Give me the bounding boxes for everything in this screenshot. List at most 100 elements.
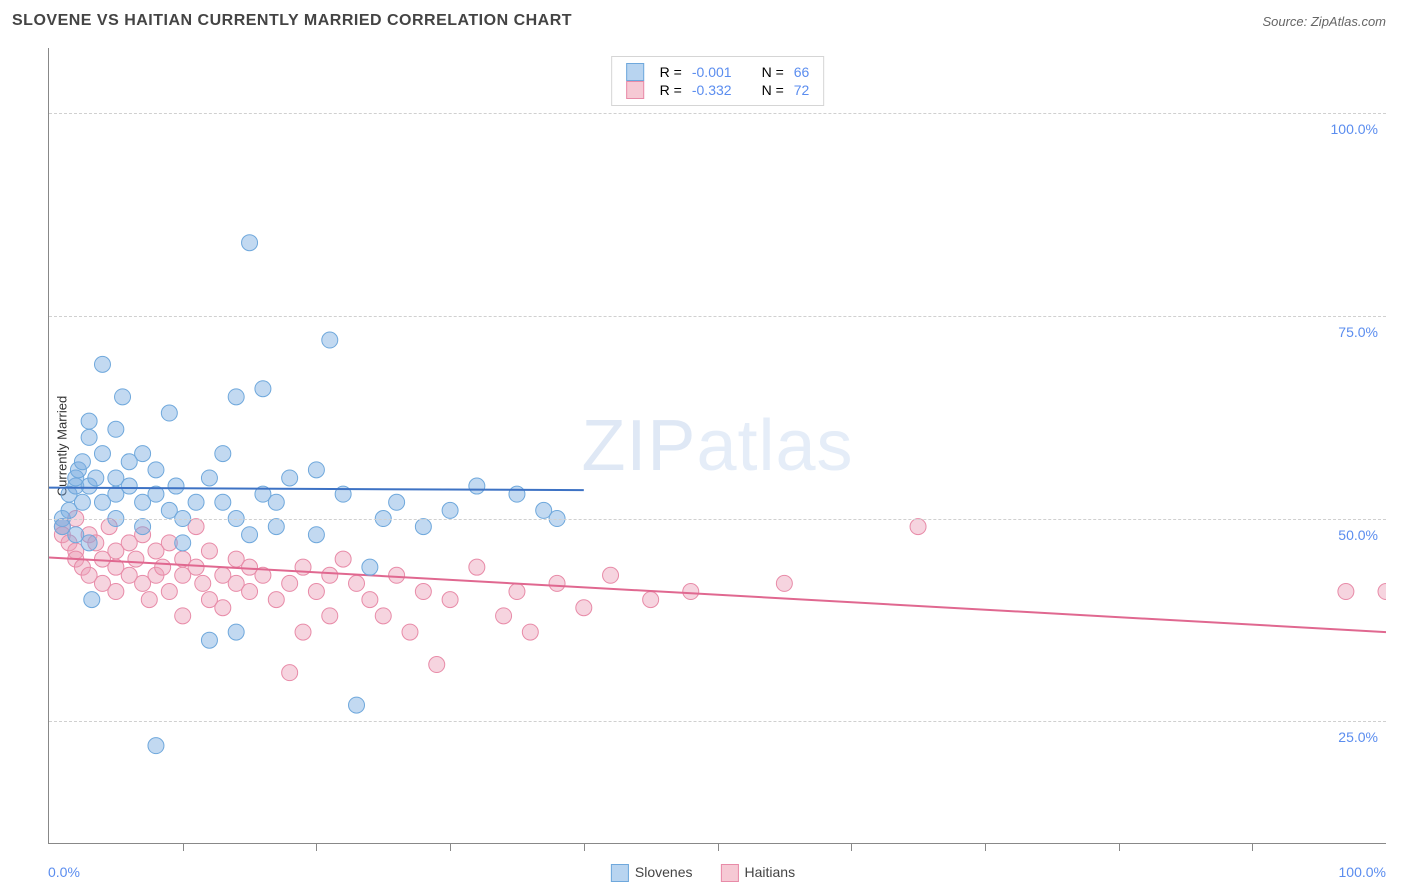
- data-point: [375, 608, 391, 624]
- data-point: [74, 454, 90, 470]
- y-tick-label: 25.0%: [1338, 729, 1378, 745]
- x-tick: [1119, 843, 1120, 851]
- data-point: [322, 567, 338, 583]
- data-point: [175, 535, 191, 551]
- data-point: [148, 738, 164, 754]
- data-point: [469, 559, 485, 575]
- chart-svg: [49, 48, 1386, 843]
- data-point: [215, 600, 231, 616]
- legend-label: Haitians: [745, 864, 796, 880]
- x-tick: [985, 843, 986, 851]
- data-point: [349, 575, 365, 591]
- data-point: [349, 697, 365, 713]
- legend-swatch: [626, 63, 644, 81]
- data-point: [121, 478, 137, 494]
- data-point: [135, 519, 151, 535]
- data-point: [268, 592, 284, 608]
- legend-swatch: [611, 864, 629, 882]
- data-point: [496, 608, 512, 624]
- data-point: [201, 470, 217, 486]
- chart-plot-area: ZIPatlas R =-0.001N =66R =-0.332N =72 25…: [48, 48, 1386, 844]
- data-point: [108, 584, 124, 600]
- x-axis-max-label: 100.0%: [1339, 864, 1386, 880]
- data-point: [94, 446, 110, 462]
- legend-label: Slovenes: [635, 864, 693, 880]
- data-point: [643, 592, 659, 608]
- legend-swatch: [626, 81, 644, 99]
- data-point: [429, 657, 445, 673]
- stats-legend-box: R =-0.001N =66R =-0.332N =72: [611, 56, 825, 106]
- legend-item: Slovenes: [611, 864, 693, 882]
- data-point: [175, 608, 191, 624]
- data-point: [322, 332, 338, 348]
- data-point: [308, 462, 324, 478]
- data-point: [389, 494, 405, 510]
- data-point: [389, 567, 405, 583]
- data-point: [295, 624, 311, 640]
- data-point: [509, 584, 525, 600]
- data-point: [415, 584, 431, 600]
- data-point: [522, 624, 538, 640]
- bottom-legend: Slovenes Haitians: [611, 864, 795, 882]
- data-point: [362, 592, 378, 608]
- stat-n-label: N =: [762, 82, 784, 98]
- data-point: [402, 624, 418, 640]
- data-point: [362, 559, 378, 575]
- data-point: [94, 356, 110, 372]
- data-point: [81, 535, 97, 551]
- data-point: [128, 551, 144, 567]
- data-point: [161, 584, 177, 600]
- data-point: [442, 502, 458, 518]
- data-point: [228, 624, 244, 640]
- data-point: [108, 421, 124, 437]
- data-point: [81, 429, 97, 445]
- x-axis-min-label: 0.0%: [48, 864, 80, 880]
- gridline: [49, 113, 1386, 114]
- data-point: [161, 405, 177, 421]
- data-point: [509, 486, 525, 502]
- legend-swatch: [721, 864, 739, 882]
- gridline: [49, 721, 1386, 722]
- stat-r-label: R =: [660, 82, 682, 98]
- data-point: [242, 584, 258, 600]
- data-point: [576, 600, 592, 616]
- data-point: [242, 527, 258, 543]
- data-point: [776, 575, 792, 591]
- data-point: [469, 478, 485, 494]
- data-point: [442, 592, 458, 608]
- data-point: [603, 567, 619, 583]
- data-point: [308, 584, 324, 600]
- x-tick: [851, 843, 852, 851]
- stat-n-value: 66: [794, 64, 810, 80]
- data-point: [683, 584, 699, 600]
- source-label: Source: ZipAtlas.com: [1262, 14, 1386, 29]
- data-point: [148, 462, 164, 478]
- data-point: [141, 592, 157, 608]
- x-tick: [718, 843, 719, 851]
- data-point: [549, 575, 565, 591]
- x-tick: [316, 843, 317, 851]
- data-point: [201, 632, 217, 648]
- data-point: [81, 413, 97, 429]
- data-point: [335, 551, 351, 567]
- x-tick: [1252, 843, 1253, 851]
- data-point: [188, 494, 204, 510]
- stat-r-label: R =: [660, 64, 682, 80]
- stats-row: R =-0.001N =66: [626, 63, 810, 81]
- data-point: [201, 543, 217, 559]
- data-point: [84, 592, 100, 608]
- y-tick-label: 50.0%: [1338, 527, 1378, 543]
- gridline: [49, 519, 1386, 520]
- data-point: [155, 559, 171, 575]
- x-tick: [450, 843, 451, 851]
- data-point: [308, 527, 324, 543]
- stat-n-label: N =: [762, 64, 784, 80]
- data-point: [88, 470, 104, 486]
- data-point: [910, 519, 926, 535]
- legend-item: Haitians: [721, 864, 796, 882]
- data-point: [135, 446, 151, 462]
- data-point: [195, 575, 211, 591]
- stat-r-value: -0.332: [692, 82, 732, 98]
- data-point: [115, 389, 131, 405]
- data-point: [228, 389, 244, 405]
